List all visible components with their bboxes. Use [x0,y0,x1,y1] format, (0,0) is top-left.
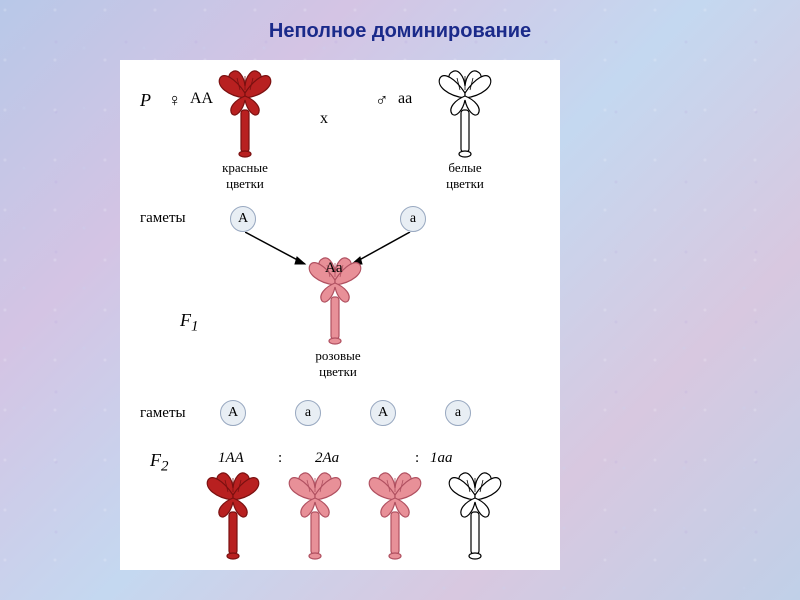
label-F1: F1 [180,310,199,336]
flower-P-red [210,68,280,158]
gamete-F1-0: A [220,400,246,426]
male-symbol: ♂ [375,90,389,111]
flower-F2-3 [440,470,510,560]
flower-F2-0 [198,470,268,560]
caption-red: красные цветки [205,160,285,192]
female-symbol: ♀ [168,90,182,111]
gamete-F1-3: a [445,400,471,426]
page-title: Неполное доминирование [0,20,800,43]
gamete-F1-2: A [370,400,396,426]
ratio-1: 2Aa [315,450,339,467]
caption-white: белые цветки [425,160,505,192]
caption-pink: розовые цветки [298,348,378,380]
gamete-P-A: A [230,206,256,232]
genotype-F1: Aa [325,260,343,277]
genotype-P-right: aa [398,90,412,108]
flower-P-white [430,68,500,158]
flower-F2-2 [360,470,430,560]
sep-1: : [415,450,419,467]
sep-0: : [278,450,282,467]
label-P: P [140,90,151,111]
diagram-panel: P ♀ AA х ♂ aa [120,60,560,570]
ratio-2: 1aa [430,450,453,467]
gametes-label-1: гаметы [140,210,186,227]
gametes-label-2: гаметы [140,405,186,422]
ratio-0: 1AA [218,450,244,467]
label-F2: F2 [150,450,169,476]
flower-F2-1 [280,470,350,560]
gamete-P-a: a [400,206,426,232]
gamete-F1-1: a [295,400,321,426]
cross-symbol: х [320,110,328,128]
